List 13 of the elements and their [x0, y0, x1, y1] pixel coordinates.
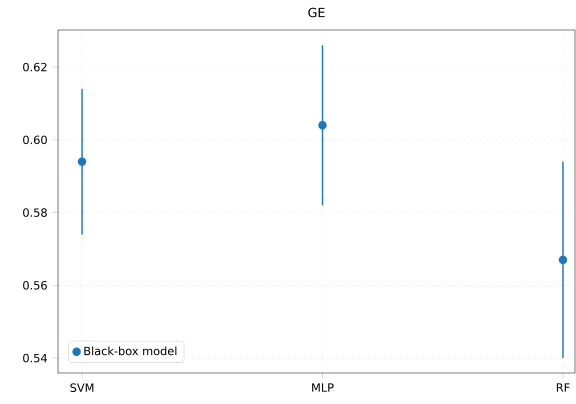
y-tick-label: 0.54 [23, 354, 47, 362]
legend-label: Black-box model [84, 346, 176, 356]
y-tick-label: 0.60 [23, 136, 47, 144]
x-tick-label: RF [556, 383, 570, 392]
point [558, 256, 568, 264]
point [78, 157, 86, 166]
y-tick-label: 0.56 [23, 281, 47, 290]
y-tick-label: 0.62 [23, 62, 46, 72]
x-tick-label: MLP [312, 383, 334, 392]
chart-title: GE [308, 8, 325, 18]
y-tick-label: 0.58 [23, 208, 47, 217]
x-tick-label: SVM [70, 383, 94, 392]
point [318, 121, 327, 130]
